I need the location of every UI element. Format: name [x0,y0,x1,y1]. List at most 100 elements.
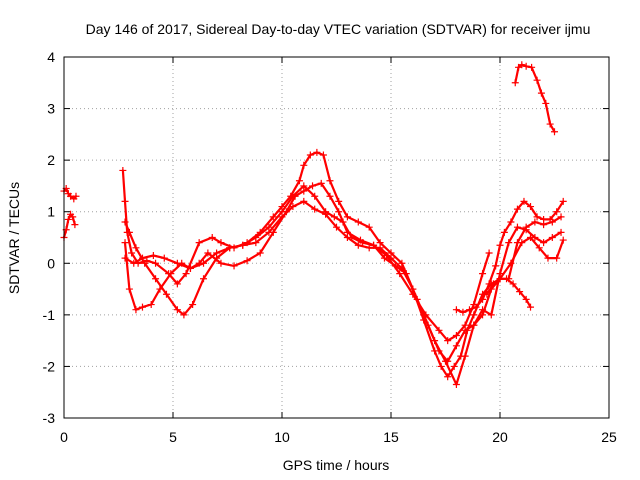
y-tick-label: -2 [43,358,56,374]
x-tick-label: 5 [169,429,177,445]
data-point [300,197,308,205]
y-tick-label: 1 [47,204,55,220]
data-point [256,249,264,257]
data-point [528,63,536,71]
series-track-5 [121,179,493,345]
data-point [509,280,517,288]
data-point [335,208,343,216]
data-point [204,249,212,257]
data-point [300,182,308,190]
data-point [309,182,317,190]
data-point [470,311,478,319]
data-point [396,270,404,278]
data-point [200,275,208,283]
data-point [311,192,319,200]
data-point [152,275,160,283]
data-point [239,241,247,249]
data-point [533,213,541,221]
data-point [518,239,526,247]
data-point [322,208,330,216]
data-point [173,259,181,267]
data-point [132,306,140,314]
data-point [339,218,347,226]
data-point [121,239,129,247]
data-point [522,295,530,303]
data-point [489,280,497,288]
data-point [479,311,487,319]
plot-frame [63,56,610,419]
series-line [485,277,532,309]
data-point [125,285,133,293]
data-point [531,218,539,226]
data-point [128,249,136,257]
data-point [217,259,225,267]
data-point [311,205,319,213]
data-point [452,306,460,314]
data-point [230,262,238,270]
data-point [461,352,469,360]
data-point [119,166,127,174]
data-point [319,151,327,159]
data-point [365,223,373,231]
data-point [326,177,334,185]
data-point [507,218,515,226]
series-track-8 [483,275,535,311]
data-point [72,192,80,200]
data-point [354,218,362,226]
series-track-1 [60,185,80,203]
data-point [306,151,314,159]
data-point [444,337,452,345]
data-point [354,241,362,249]
data-point [520,197,528,205]
y-tick-label: -1 [43,307,56,323]
data-point [500,228,508,236]
data-point [343,213,351,221]
data-point [173,280,181,288]
x-tick-label: 10 [274,429,290,445]
data-point [559,236,567,244]
data-point [548,234,556,241]
data-point [147,301,155,309]
data-point [559,197,567,205]
data-point [479,270,487,278]
data-point [518,61,526,69]
data-point [542,99,550,107]
data-point [269,213,277,221]
data-point [444,373,452,381]
data-point [527,234,535,241]
data-point [125,228,133,236]
data-point [516,288,524,296]
series-line [123,200,563,386]
data-point [71,221,79,229]
data-point [243,257,251,265]
data-point [317,179,325,187]
data-point [452,331,460,339]
data-point [551,128,558,136]
data-point [69,213,77,221]
series-track-2 [60,210,79,241]
data-point [64,215,72,223]
data-point [195,239,203,247]
data-point [479,295,487,303]
data-point [452,380,460,388]
data-point [162,290,170,298]
data-point [496,275,504,283]
x-tick-label: 15 [383,429,399,445]
data-point [391,262,399,270]
data-point [295,177,303,185]
data-point [492,262,500,270]
data-point [313,148,321,156]
data-point [527,303,535,311]
data-point [461,326,469,334]
data-point [189,301,197,309]
data-point [465,306,473,314]
data-point [437,362,445,370]
y-tick-label: -3 [43,410,56,426]
data-point [289,203,297,211]
y-tick-label: 4 [47,49,55,65]
data-point [402,270,410,278]
data-point [278,208,286,216]
data-point [359,239,367,247]
data-point [132,244,140,252]
data-point [335,197,343,205]
